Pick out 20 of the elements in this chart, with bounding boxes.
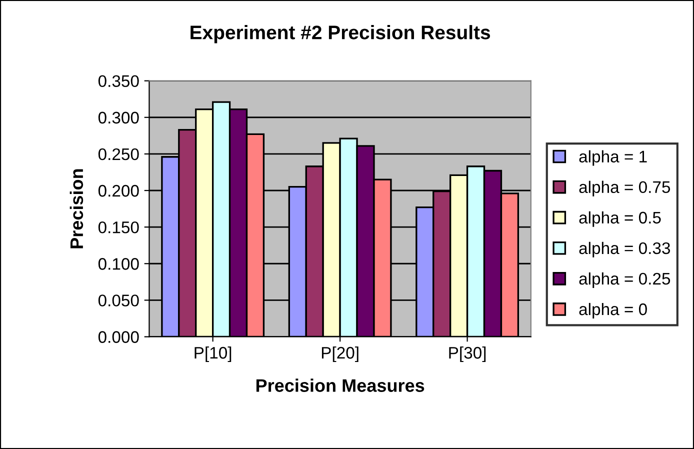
- y-tick-label: 0.200: [98, 184, 139, 197]
- y-tick-label: 0.300: [98, 112, 139, 124]
- y-tick-label: 0.250: [98, 148, 139, 160]
- legend-label: alpha = 0: [579, 302, 647, 318]
- chart-title: Experiment #2 Precision Results: [190, 25, 490, 44]
- legend-label: alpha = 0.75: [579, 180, 670, 196]
- legend-label: alpha = 0.25: [579, 272, 670, 288]
- legend-label: alpha = 0.5: [579, 211, 661, 227]
- y-tick-label: 0.150: [98, 221, 139, 234]
- x-tick-label: P[20]: [322, 346, 358, 362]
- y-tick-label: 0.000: [98, 331, 139, 343]
- legend-label: alpha = 1: [579, 150, 647, 166]
- y-axis-title: Precision: [70, 169, 84, 248]
- x-tick-label: P[10]: [194, 346, 232, 362]
- x-tick-label: P[30]: [449, 346, 486, 362]
- y-tick-label: 0.050: [98, 294, 139, 306]
- y-tick-label: 0.100: [98, 258, 139, 270]
- y-tick-label: 0.350: [98, 75, 139, 88]
- x-axis-title: Precision Measures: [256, 378, 424, 392]
- legend-label: alpha = 0.33: [579, 242, 670, 258]
